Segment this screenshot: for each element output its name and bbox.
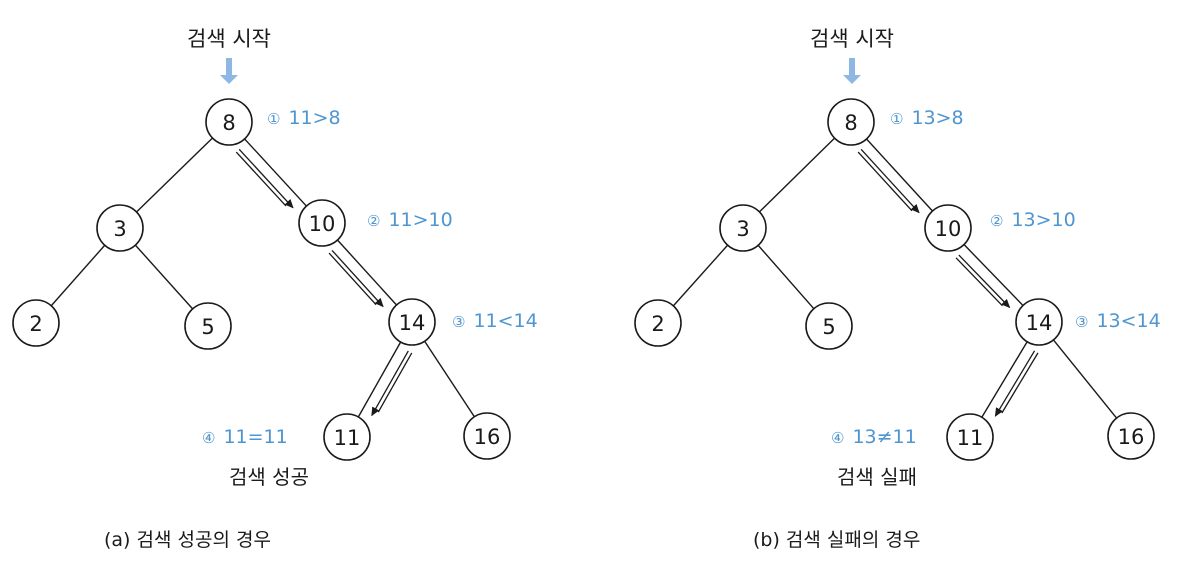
tree-edge-n8-n10 <box>244 138 307 207</box>
step-text: 13>8 <box>911 107 963 129</box>
tree-edge-n10-n14 <box>963 244 1024 306</box>
step-annotation-3: ③ 13<14 <box>1075 310 1161 332</box>
step-annotation-4: ④ 13≠11 <box>831 426 917 448</box>
search-step-arrow-1 <box>235 148 294 209</box>
tree-node-11: 11 <box>946 413 994 461</box>
search-step-arrow-2 <box>955 254 1011 309</box>
tree-edge-n14-n16 <box>1052 339 1118 419</box>
tree-edge-n14-n16 <box>424 340 475 418</box>
step-number: ④ <box>202 429 215 447</box>
tree-node-5: 5 <box>184 302 232 350</box>
tree-edge-n8-n3 <box>136 137 213 213</box>
tree-node-8: 8 <box>205 98 253 146</box>
tree-node-2: 2 <box>12 299 60 347</box>
tree-node-10: 10 <box>924 204 972 252</box>
node-label: 11 <box>334 426 361 450</box>
search-step-arrow-1 <box>857 148 920 214</box>
node-label: 3 <box>113 217 126 241</box>
tree-node-3: 3 <box>719 204 767 252</box>
tree-edge-n3-n5 <box>757 244 815 310</box>
tree-node-14: 14 <box>1015 298 1063 346</box>
search-step-arrow-2 <box>328 249 384 308</box>
tree-node-2: 2 <box>634 299 682 347</box>
node-label: 11 <box>957 426 984 450</box>
tree-node-8: 8 <box>827 98 875 146</box>
tree-node-16: 16 <box>463 412 511 460</box>
start-arrow-icon <box>843 58 861 84</box>
node-label: 16 <box>1118 425 1145 449</box>
tree-node-14: 14 <box>388 298 436 346</box>
tree-node-3: 3 <box>96 204 144 252</box>
node-label: 3 <box>736 217 749 241</box>
step-number: ② <box>367 212 380 230</box>
panel-caption: (a) 검색 성공의 경우 <box>104 529 271 551</box>
panel-caption: (b) 검색 실패의 경우 <box>753 529 920 551</box>
step-text: 11=11 <box>223 426 287 448</box>
tree-edge-n8-n3 <box>758 137 836 213</box>
tree-edge-n8-n10 <box>866 138 933 212</box>
tree-edge-n3-n5 <box>134 244 194 310</box>
tree-edge-n3-n2 <box>672 244 729 307</box>
node-label: 16 <box>474 425 501 449</box>
step-number: ① <box>267 110 280 128</box>
tree-edge-n14-n11 <box>357 341 402 418</box>
step-number: ③ <box>1075 313 1088 331</box>
step-annotation-3: ③ 11<14 <box>452 310 538 332</box>
tree-edge-n3-n2 <box>50 244 106 307</box>
tree-node-11: 11 <box>323 413 371 461</box>
step-annotation-1: ① 13>8 <box>890 107 964 129</box>
node-label: 5 <box>822 315 835 339</box>
tree-panel-a: 검색 시작 8 3 10 2 5 14 11 16 ① 11>8 ② 11>10 ③ 11<14 ④ 11=11… <box>12 27 538 551</box>
tree-node-16: 16 <box>1107 412 1155 460</box>
result-label: 검색 실패 <box>837 465 917 489</box>
node-label: 5 <box>201 315 214 339</box>
step-annotation-2: ② 11>10 <box>367 209 453 231</box>
node-label: 8 <box>844 111 857 135</box>
step-number: ④ <box>831 429 844 447</box>
node-label: 14 <box>1026 311 1053 335</box>
step-text: 11<14 <box>473 310 537 332</box>
start-label: 검색 시작 <box>187 27 271 51</box>
result-label: 검색 성공 <box>229 465 309 489</box>
node-label: 2 <box>29 312 42 336</box>
step-text: 13<14 <box>1096 310 1160 332</box>
tree-node-5: 5 <box>805 302 853 350</box>
search-step-arrow-3 <box>994 350 1039 417</box>
step-number: ② <box>990 212 1003 230</box>
start-label: 검색 시작 <box>810 27 894 51</box>
node-label: 2 <box>651 312 664 336</box>
start-arrow-icon <box>220 58 238 84</box>
step-text: 13>10 <box>1011 209 1075 231</box>
step-number: ① <box>890 110 903 128</box>
node-label: 10 <box>935 217 962 241</box>
tree-edge-n10-n14 <box>336 239 398 306</box>
step-annotation-1: ① 11>8 <box>267 107 341 129</box>
step-number: ③ <box>452 313 465 331</box>
step-annotation-2: ② 13>10 <box>990 209 1076 231</box>
node-label: 14 <box>399 311 426 335</box>
step-text: 11>8 <box>288 107 340 129</box>
step-text: 11>10 <box>388 209 452 231</box>
node-label: 10 <box>309 212 336 236</box>
node-label: 8 <box>222 111 235 135</box>
step-annotation-4: ④ 11=11 <box>202 426 288 448</box>
search-step-arrow-3 <box>371 350 413 417</box>
tree-panel-b: 검색 시작 8 3 10 2 5 14 11 16 ① 13>8 ② 13>10 ③ 13<14 ④ 13≠11… <box>634 27 1161 551</box>
tree-node-10: 10 <box>298 199 346 247</box>
step-text: 13≠11 <box>852 426 916 448</box>
tree-edge-n14-n11 <box>981 341 1028 418</box>
